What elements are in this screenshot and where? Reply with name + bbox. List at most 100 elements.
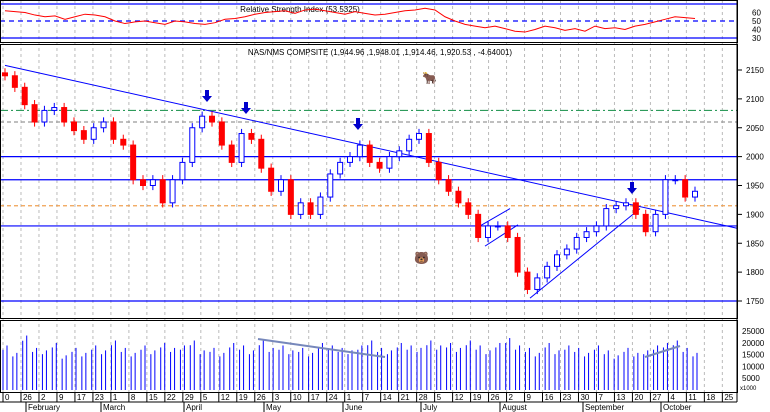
candle-body (61, 107, 68, 123)
candle-body (416, 133, 422, 140)
x-tick-label: 4 (670, 393, 675, 402)
month-label: August (502, 403, 528, 412)
x-tick-label: 1 (347, 393, 352, 402)
candle-body (396, 150, 403, 158)
candle-body (218, 121, 225, 146)
candle-body (524, 271, 531, 290)
candle-body (268, 167, 275, 192)
price-tick-label: 1800 (746, 268, 764, 277)
candle-body (297, 202, 304, 215)
x-tick-label: 29 (185, 393, 194, 402)
month-label: April (186, 403, 202, 412)
x-tick-label: 20 (634, 393, 643, 402)
candle-body (71, 121, 77, 132)
candle-body (287, 179, 294, 215)
candle-body (534, 277, 541, 290)
candle-body (583, 231, 590, 238)
x-tick-label: 19 (239, 393, 248, 402)
candle-body (435, 161, 442, 181)
candle-body (455, 190, 462, 204)
candle-body (130, 144, 137, 181)
channel-line (479, 208, 511, 227)
candle-body (209, 115, 215, 123)
x-tick-label: 23 (95, 393, 104, 402)
candle-body (475, 213, 482, 238)
rsi-line (4, 7, 696, 33)
month-label: May (266, 403, 281, 412)
month-label: February (28, 403, 60, 412)
candle-body (51, 107, 58, 111)
candle-body (179, 161, 186, 181)
x-tick-label: 24 (329, 393, 338, 402)
x-tick-label: 2 (509, 393, 514, 402)
x-tick-label: 12 (221, 393, 230, 402)
x-tick-label: 12 (455, 393, 464, 402)
candle-body (692, 190, 698, 198)
candle-body (425, 133, 432, 163)
candle-body (376, 161, 383, 169)
candle-body (228, 144, 235, 163)
x-tick-label: 1 (113, 393, 118, 402)
volume-trendline (257, 338, 386, 358)
candle-body (632, 202, 639, 215)
candle-body (504, 225, 511, 238)
candle-body (149, 179, 156, 187)
x-tick-label: 25 (724, 393, 733, 402)
price-tick-label: 2100 (746, 95, 764, 104)
volume-tick-label: 20000 (742, 339, 765, 348)
x-tick-label: 23 (562, 393, 571, 402)
price-tick-label: 1750 (746, 297, 764, 306)
candle-body (2, 72, 8, 77)
candle-body (337, 161, 344, 175)
candle-body (485, 225, 491, 238)
x-tick-label: 18 (706, 393, 715, 402)
x-tick-label: 9 (59, 393, 64, 402)
down-arrow-icon (202, 90, 212, 102)
price-title: NAS/NMS COMPSITE (1,944.96 ,1,948.01 ,1,… (248, 48, 512, 57)
candle-body (189, 127, 196, 163)
down-arrow-icon (353, 118, 363, 130)
x-tick-label: 17 (77, 393, 86, 402)
x-tick-label: 11 (688, 393, 697, 402)
volume-panel (2, 335, 698, 390)
x-tick-label: 8 (131, 393, 136, 402)
candle-body (445, 179, 452, 192)
candle-body (110, 121, 117, 140)
x-tick-label: 5 (203, 393, 208, 402)
x-tick-label: 2 (41, 393, 46, 402)
x-tick-label: 0 (5, 393, 10, 402)
candle-body (682, 179, 689, 198)
x-tick-label: 15 (149, 393, 158, 402)
volume-tick-label: 5000 (742, 374, 760, 383)
x-tick-label: 30 (580, 393, 589, 402)
bear-icon: 🐻 (414, 250, 429, 265)
x-tick-label: 26 (491, 393, 500, 402)
x-tick-label: 19 (473, 393, 482, 402)
candle-body (140, 179, 146, 187)
candle-body (593, 225, 600, 233)
x-tick-label: 17 (311, 393, 320, 402)
x-tick-label: 10 (293, 393, 302, 402)
candle-body (238, 133, 245, 163)
x-tick-label: 14 (383, 393, 392, 402)
rsi-tick-label: 50 (752, 17, 761, 26)
candle-body (347, 156, 353, 163)
candle-body (80, 130, 87, 140)
rsi-tick-label: 40 (752, 26, 761, 35)
candle-body (465, 202, 472, 215)
x-tick-label: 16 (545, 393, 554, 402)
candle-body (199, 115, 206, 129)
x-tick-label: 7 (365, 393, 370, 402)
candle-body (356, 144, 363, 158)
volume-tick-label: 15000 (742, 351, 765, 360)
price-panel: 🐂🐻 (0, 64, 738, 302)
month-label: July (423, 403, 437, 412)
candle-body (31, 104, 38, 123)
x-tick-label: 5 (437, 393, 442, 402)
candle-body (642, 213, 649, 233)
candle-body (573, 236, 580, 250)
x-tick-label: 27 (652, 393, 661, 402)
candle-body (623, 202, 629, 207)
